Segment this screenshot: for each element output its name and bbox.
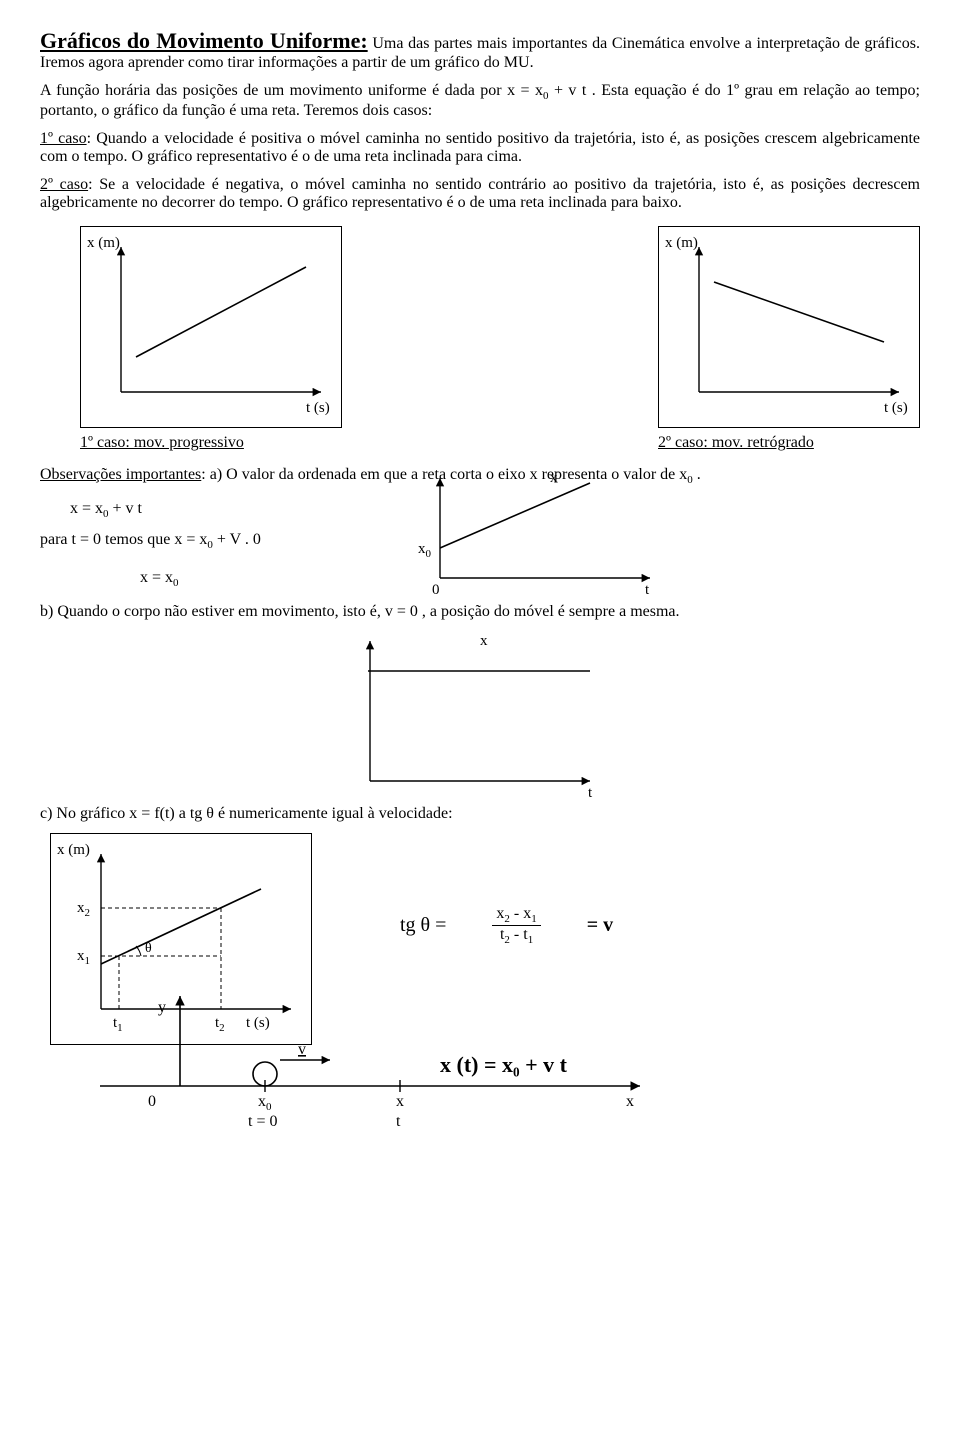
obs-b-chart-wrap: x t [40, 631, 920, 801]
eq-xx0: x = x0 [140, 569, 360, 589]
page-title: Gráficos do Movimento Uniforme: [40, 28, 368, 53]
obs-a-text2: . [693, 466, 701, 483]
chart3-line [440, 483, 590, 548]
eqA-lhs: x = x [70, 500, 103, 517]
case1-label: 1º caso [40, 130, 87, 147]
chart3-x0: x0 [418, 541, 432, 560]
chart4-t: t [588, 785, 593, 801]
case2-paragraph: 2º caso: Se a velocidade é negativa, o m… [40, 176, 920, 212]
chart5-ylabel: x (m) [57, 842, 90, 858]
tg-equation: tg θ = x2 - x1 t2 - t1 = v [400, 905, 920, 946]
bottom-diagram-wrap: y v 0 x0 t = 0 x t x x (t) = x₀ + v t [40, 986, 920, 1151]
chart2-box: x (m) t (s) [658, 226, 920, 428]
obs-a-row: x = x0 + v t para t = 0 temos que x = x0… [40, 496, 920, 599]
chart6-final-eq: x (t) = x₀ + v t [440, 1052, 568, 1077]
den-minus-t1: - t [510, 926, 528, 943]
chart6-t0: t = 0 [248, 1113, 277, 1130]
frac-num: x2 - x1 [492, 905, 540, 925]
case1-paragraph: 1º caso: Quando a velocidade é positiva … [40, 130, 920, 166]
eqXx0a: x = x [140, 569, 173, 586]
chart1-caption: 1º caso: mov. progressivo [80, 434, 342, 452]
chart5-theta: θ [145, 941, 152, 956]
chart6-v: v [298, 1041, 306, 1058]
tg-frac: x2 - x1 t2 - t1 [492, 905, 540, 946]
chart3-xlabel: x [550, 470, 558, 486]
chart6-xend: x [626, 1093, 634, 1110]
frac-den: t2 - t1 [496, 926, 537, 946]
chart3-svg: x x0 0 t [390, 468, 690, 598]
chart6-zero: 0 [148, 1093, 156, 1110]
chart2-xlabel: t (s) [884, 400, 908, 416]
case2-text: : Se a velocidade é negativa, o móvel ca… [40, 176, 920, 211]
eqA-rhs: + v t [109, 500, 142, 517]
tg-rhs: = v [587, 914, 613, 937]
paraT0b: + V . 0 [213, 531, 261, 548]
num-sub1: 1 [531, 913, 537, 925]
chart1-col: x (m) t (s) 1º caso: mov. progressivo [80, 226, 342, 452]
chart6-ylabel: y [158, 999, 166, 1016]
chart1-xlabel: t (s) [306, 400, 330, 416]
chart5-x1: x1 [77, 948, 90, 967]
chart3-t: t [645, 582, 650, 598]
obs-c-wrap: x (m) θ x2 x1 t1 t2 t (s) tg θ = x2 - x1 [40, 833, 920, 946]
chart6-x: x [396, 1093, 404, 1110]
caption1-text: 1º caso: mov. progressivo [80, 434, 244, 451]
chart6-x0: x0 [258, 1093, 272, 1113]
two-charts-row: x (m) t (s) 1º caso: mov. progressivo x … [80, 226, 920, 452]
chart2-caption: 2º caso: mov. retrógrado [658, 434, 920, 452]
obs-b-text: b) Quando o corpo não estiver em movimen… [40, 603, 920, 621]
obs-c-text: c) No gráfico x = f(t) a tg θ é numerica… [40, 805, 920, 823]
obs-label: Observações importantes [40, 466, 201, 483]
tg-lhs: tg θ = [400, 914, 446, 937]
chart1-line [136, 267, 306, 357]
para-t0: para t = 0 temos que x = x0 + V . 0 [40, 531, 360, 551]
chart2-ylabel: x (m) [665, 235, 698, 251]
case1-text: : Quando a velocidade é positiva o móvel… [40, 130, 920, 165]
den-sub1: 1 [528, 934, 534, 946]
chart5-theta-arc [136, 946, 141, 956]
chart5-x2: x2 [77, 900, 90, 919]
chart6-t: t [396, 1113, 401, 1130]
chart4-svg: x t [320, 631, 640, 801]
chart4-xlabel: x [480, 633, 488, 649]
caption2-text: 2º caso: mov. retrógrado [658, 434, 814, 451]
para-2: A função horária das posições de um movi… [40, 82, 920, 120]
chart3-zero: 0 [432, 582, 440, 598]
eqXx0-sub: 0 [173, 577, 179, 589]
chart1-box: x (m) t (s) [80, 226, 342, 428]
chart1-svg: x (m) t (s) [81, 227, 341, 427]
chart2-svg: x (m) t (s) [659, 227, 919, 427]
chart2-col: x (m) t (s) 2º caso: mov. retrógrado [658, 226, 920, 452]
intro-paragraph: Gráficos do Movimento Uniforme: Uma das … [40, 28, 920, 72]
num-minus-x1: - x [510, 905, 531, 922]
chart1-ylabel: x (m) [87, 235, 120, 251]
paraT0a: para t = 0 temos que x = x [40, 531, 207, 548]
chart2-line [714, 282, 884, 342]
eq-a: x = x0 + v t [70, 500, 360, 520]
case2-label: 2º caso [40, 176, 88, 193]
chart5-line [101, 889, 261, 964]
obs-a-eqs: x = x0 + v t para t = 0 temos que x = x0… [40, 496, 360, 599]
chart6-svg: y v 0 x0 t = 0 x t x x (t) = x₀ + v t [40, 986, 760, 1146]
para2a: A função horária das posições de um movi… [40, 82, 543, 99]
